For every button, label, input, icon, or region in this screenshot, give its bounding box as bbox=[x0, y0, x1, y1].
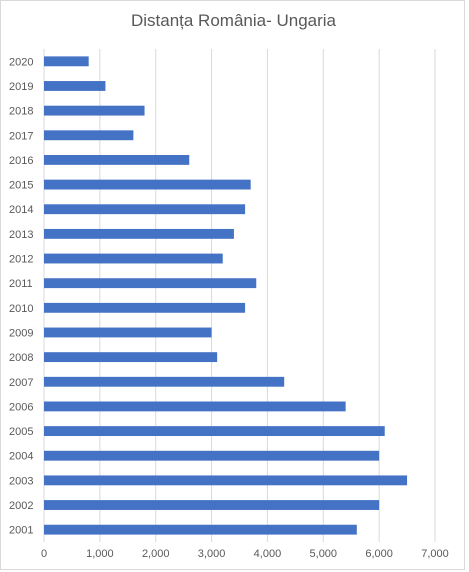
bar-2016 bbox=[44, 154, 190, 165]
bar-2011 bbox=[44, 278, 257, 289]
bar-2015 bbox=[44, 179, 251, 190]
y-tick-label: 2015 bbox=[9, 180, 33, 192]
y-tick-label: 2018 bbox=[9, 106, 33, 118]
x-tick-label: 3,000 bbox=[198, 548, 226, 560]
bar-2006 bbox=[44, 401, 346, 412]
bar-2012 bbox=[44, 253, 223, 264]
x-axis-labels: 0 1,000 2,000 3,000 4,000 5,000 6,000 7,000 bbox=[41, 548, 449, 560]
bar-2017 bbox=[44, 130, 134, 141]
y-tick-label: 2007 bbox=[9, 377, 33, 389]
bar-2008 bbox=[44, 352, 218, 363]
y-tick-label: 2005 bbox=[9, 426, 33, 438]
x-tick-label: 5,000 bbox=[310, 548, 338, 560]
bar-2007 bbox=[44, 376, 285, 387]
x-tick-label: 6,000 bbox=[365, 548, 393, 560]
x-tick-label: 2,000 bbox=[142, 548, 170, 560]
y-tick-label: 2013 bbox=[9, 229, 33, 241]
y-axis-labels: 2001 2002 2003 2004 2005 2006 2007 2008 2009 2010… bbox=[9, 56, 33, 536]
bar-2018 bbox=[44, 105, 145, 116]
y-tick-label: 2009 bbox=[9, 327, 33, 339]
y-tick-label: 2001 bbox=[9, 525, 33, 537]
y-tick-label: 2003 bbox=[9, 475, 33, 487]
bar-2002 bbox=[44, 500, 380, 510]
bar-2009 bbox=[44, 327, 212, 338]
y-tick-label: 2016 bbox=[9, 155, 33, 167]
y-tick-label: 2010 bbox=[9, 303, 33, 315]
y-tick-label: 2019 bbox=[9, 81, 33, 93]
y-tick-label: 2002 bbox=[9, 500, 33, 512]
y-tick-label: 2020 bbox=[9, 56, 33, 68]
y-tick-label: 2008 bbox=[9, 352, 33, 364]
x-tick-label: 1,000 bbox=[86, 548, 114, 560]
bar-2014 bbox=[44, 204, 246, 215]
bar-2010 bbox=[44, 302, 246, 313]
y-tick-label: 2012 bbox=[9, 254, 33, 266]
bars bbox=[44, 56, 408, 535]
y-tick-label: 2004 bbox=[9, 451, 33, 463]
bar-2019 bbox=[44, 81, 106, 91]
bar-2020 bbox=[44, 56, 89, 67]
bar-2001 bbox=[44, 524, 357, 535]
y-tick-label: 2017 bbox=[9, 130, 33, 142]
bar-2004 bbox=[44, 450, 380, 461]
y-tick-label: 2006 bbox=[9, 401, 33, 413]
bar-2013 bbox=[44, 228, 234, 239]
x-tick-label: 4,000 bbox=[254, 548, 282, 560]
x-tick-label: 7,000 bbox=[421, 548, 449, 560]
bar-2003 bbox=[44, 475, 408, 486]
chart-title: Distanța România- Ungaria bbox=[130, 11, 337, 30]
bar-2005 bbox=[44, 426, 385, 437]
x-tick-label: 0 bbox=[41, 548, 47, 560]
y-tick-label: 2014 bbox=[9, 204, 33, 216]
gridlines bbox=[43, 49, 436, 542]
y-tick-label: 2011 bbox=[9, 278, 33, 290]
